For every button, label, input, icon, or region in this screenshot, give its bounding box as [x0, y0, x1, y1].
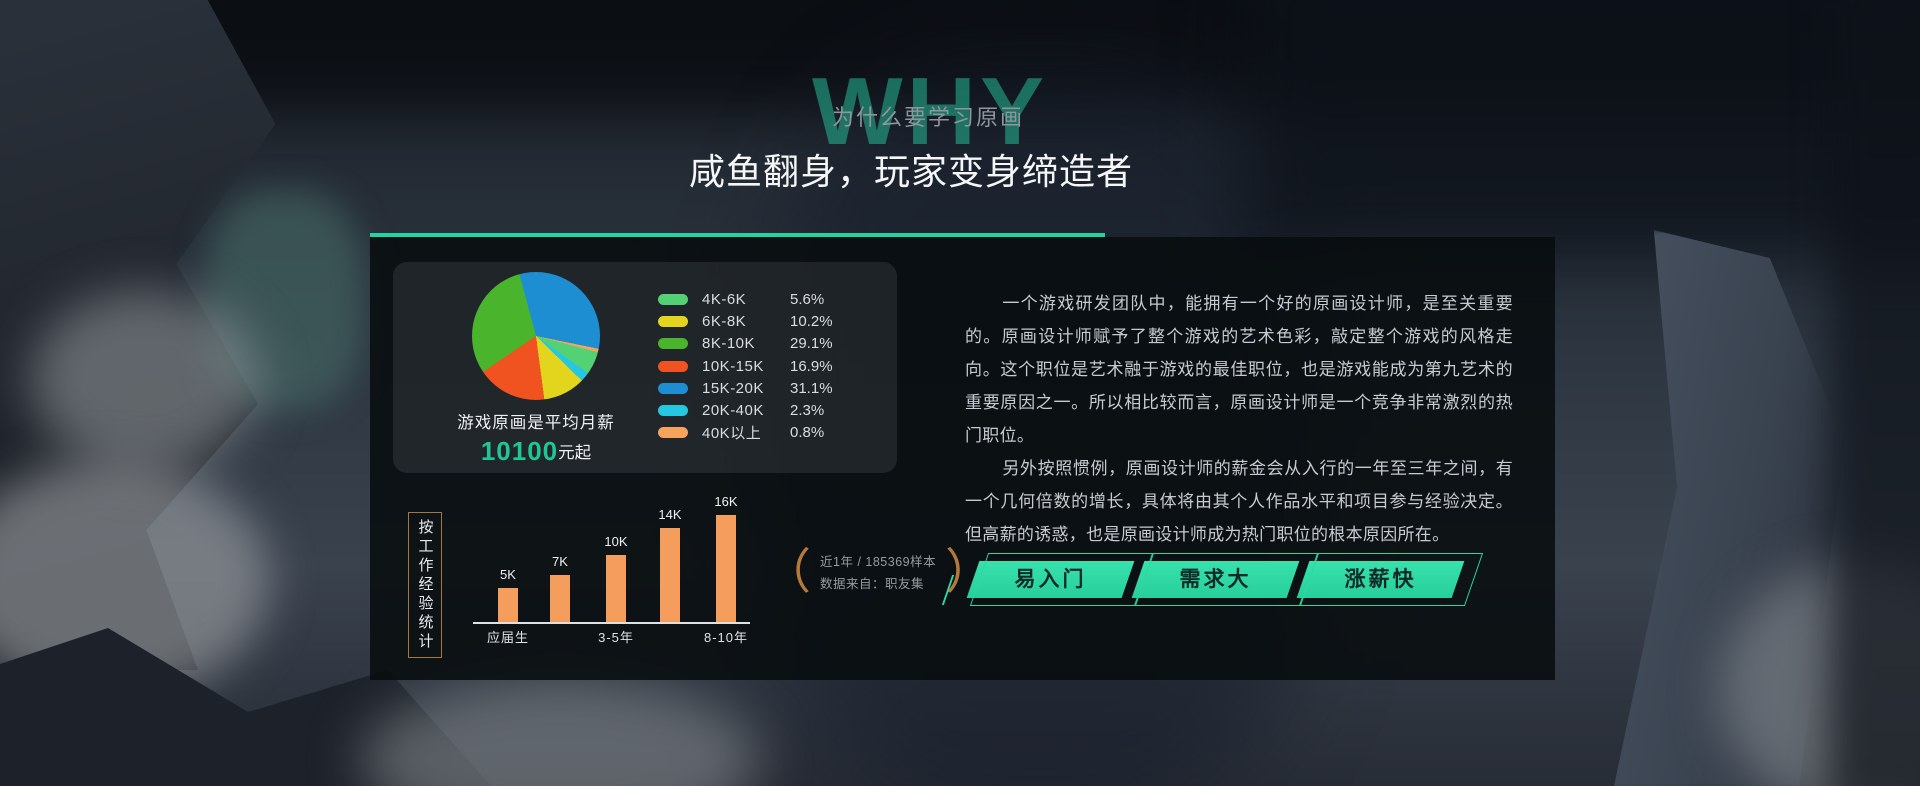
bar-category-label: 应届生 — [486, 630, 530, 645]
legend-label: 6K-8K — [702, 312, 747, 330]
section-header: WHY 为什么要学习原画 咸鱼翻身，玩家变身缔造者 — [0, 0, 1920, 200]
note-lines: 近1年 / 185369样本 数据来自：职友集 — [820, 551, 936, 595]
legend-row: 40K以上 0.8% — [658, 422, 833, 444]
legend-row: 8K-10K 29.1% — [658, 333, 833, 355]
note-line-2: 数据来自：职友集 — [820, 577, 925, 591]
legend-swatch — [658, 338, 688, 350]
bg-blob — [205, 190, 365, 410]
bar-value-label: 5K — [500, 567, 516, 582]
bar: 16K 8-10年 — [704, 494, 747, 645]
legend-swatch — [658, 382, 688, 394]
pie-caption: 游戏原画是平均月薪 — [457, 414, 615, 432]
cta-button-label: 涨薪快 — [1344, 568, 1417, 591]
pie-salary: 10100元起 — [393, 436, 679, 467]
legend-row: 6K-8K 10.2% — [658, 310, 833, 332]
section-subtitle: 为什么要学习原画 — [831, 105, 1025, 130]
bar-chart: 5K 应届生 7K 10K 3-5年 14K 16K 8-10年 — [473, 494, 750, 645]
legend-percent: 5.6% — [790, 290, 825, 308]
bar-value-label: 10K — [604, 534, 628, 549]
legend-row: 15K-20K 31.1% — [658, 377, 833, 399]
bar: 14K — [658, 507, 682, 622]
legend-label: 15K-20K — [702, 379, 764, 397]
pie-legend: 4K-6K 5.6% 6K-8K 10.2% 8K-10K 29.1% 10K-15K 16.… — [658, 288, 833, 444]
bar: 5K 应届生 — [487, 567, 528, 645]
bar: 10K 3-5年 — [598, 534, 633, 645]
bar-value-label: 14K — [658, 507, 682, 522]
pie-chart — [472, 272, 600, 400]
legend-row: 4K-6K 5.6% — [658, 288, 833, 310]
legend-label: 20K-40K — [702, 402, 764, 420]
bg-cloud — [360, 680, 760, 786]
salary-suffix: 元起 — [558, 444, 592, 462]
bar-value-label: 16K — [714, 494, 738, 509]
experience-side-label: 按工作经验统计 — [408, 512, 442, 658]
legend-label: 10K-15K — [702, 357, 764, 375]
legend-label: 4K-6K — [702, 290, 747, 308]
legend-swatch — [658, 405, 688, 417]
section-title: 咸鱼翻身，玩家变身缔造者 — [688, 151, 1134, 192]
article-paragraph-2: 另外按照惯例，原画设计师的薪金会从入行的一年至三年之间，有一个几何倍数的增长，具… — [965, 459, 1513, 544]
legend-swatch — [658, 427, 688, 439]
legend-swatch — [658, 360, 688, 372]
note-line-1: 近1年 / 185369样本 — [820, 555, 937, 569]
legend-row: 10K-15K 16.9% — [658, 355, 833, 377]
bar-category-label: 8-10年 — [703, 630, 749, 645]
article-paragraph-1: 一个游戏研发团队中，能拥有一个好的原画设计师，是至关重要的。原画设计师赋予了整个… — [965, 294, 1513, 445]
legend-swatch — [658, 293, 688, 305]
legend-label: 40K以上 — [702, 425, 762, 443]
cta-button-label: 需求大 — [1179, 568, 1252, 591]
salary-value: 10100 — [480, 436, 559, 466]
cta-button-easy-entry[interactable]: 易入门 — [966, 561, 1135, 598]
bg-cloud — [1720, 560, 1920, 786]
bar-value-label: 7K — [552, 554, 568, 569]
legend-swatch — [658, 315, 688, 327]
legend-percent: 16.9% — [790, 357, 833, 375]
legend-percent: 2.3% — [790, 402, 825, 420]
cta-row: 易入门 需求大 涨薪快 — [966, 561, 1465, 598]
legend-percent: 0.8% — [790, 424, 825, 442]
accent-topline — [370, 233, 1105, 237]
main-panel: 游戏原画是平均月薪 10100元起 4K-6K 5.6% 6K-8K 10.2% 8K-… — [370, 233, 1555, 680]
legend-percent: 31.1% — [790, 379, 833, 397]
bar: 7K — [550, 554, 570, 622]
pie-column: 游戏原画是平均月薪 10100元起 — [393, 262, 679, 467]
bar-category-label: 3-5年 — [598, 630, 634, 645]
paren-open: （ — [763, 546, 812, 599]
bg-rock-right — [1613, 230, 1846, 786]
legend-percent: 10.2% — [790, 312, 833, 330]
salary-pie-card: 游戏原画是平均月薪 10100元起 4K-6K 5.6% 6K-8K 10.2% 8K-… — [393, 262, 897, 473]
legend-percent: 29.1% — [790, 335, 833, 353]
cta-button-fast-raise[interactable]: 涨薪快 — [1296, 561, 1465, 598]
why-watermark: WHY — [812, 58, 1048, 165]
legend-row: 20K-40K 2.3% — [658, 399, 833, 421]
legend-label: 8K-10K — [702, 335, 756, 353]
bg-cloud — [30, 290, 260, 470]
cta-button-label: 易入门 — [1014, 568, 1087, 591]
cta-button-high-demand[interactable]: 需求大 — [1131, 561, 1300, 598]
article: 一个游戏研发团队中，能拥有一个好的原画设计师，是至关重要的。原画设计师赋予了整个… — [965, 287, 1513, 551]
bg-cloud — [0, 460, 270, 700]
